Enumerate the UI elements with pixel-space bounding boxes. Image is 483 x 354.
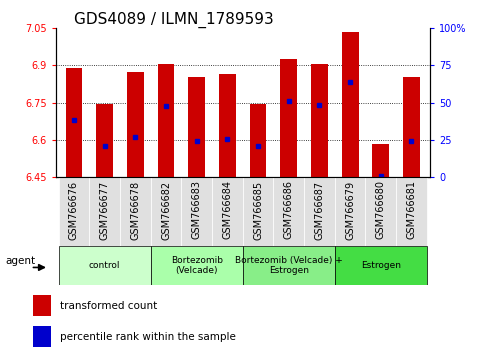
Bar — [58, 246, 151, 285]
Text: GSM766684: GSM766684 — [222, 181, 232, 239]
Text: GSM766677: GSM766677 — [99, 181, 110, 240]
Bar — [157, 64, 174, 177]
Text: GSM766682: GSM766682 — [161, 181, 171, 240]
Bar — [212, 177, 243, 246]
Bar — [58, 177, 89, 246]
Text: GSM766679: GSM766679 — [345, 181, 355, 240]
Bar — [335, 246, 427, 285]
Bar — [151, 177, 181, 246]
Bar — [280, 59, 297, 177]
Bar — [366, 177, 396, 246]
Text: GSM766678: GSM766678 — [130, 181, 141, 240]
Bar — [188, 77, 205, 177]
Bar — [33, 295, 51, 316]
Bar — [219, 74, 236, 177]
Text: Bortezomib (Velcade) +
Estrogen: Bortezomib (Velcade) + Estrogen — [235, 256, 342, 275]
Text: Estrogen: Estrogen — [361, 261, 401, 270]
Bar — [89, 177, 120, 246]
Text: GSM766687: GSM766687 — [314, 181, 325, 240]
Bar — [341, 32, 358, 177]
Text: percentile rank within the sample: percentile rank within the sample — [60, 332, 236, 342]
Bar — [127, 72, 144, 177]
Text: GSM766683: GSM766683 — [192, 181, 202, 239]
Text: agent: agent — [6, 256, 36, 266]
Text: GSM766686: GSM766686 — [284, 181, 294, 239]
Bar — [66, 68, 83, 177]
Bar — [96, 104, 113, 177]
Text: GSM766685: GSM766685 — [253, 181, 263, 240]
Text: GSM766680: GSM766680 — [376, 181, 386, 239]
Text: transformed count: transformed count — [60, 301, 157, 311]
Text: GSM766681: GSM766681 — [407, 181, 416, 239]
Bar — [396, 177, 427, 246]
Text: Bortezomib
(Velcade): Bortezomib (Velcade) — [170, 256, 223, 275]
Bar — [250, 104, 267, 177]
Bar — [372, 144, 389, 177]
Bar — [243, 246, 335, 285]
Bar — [120, 177, 151, 246]
Bar — [304, 177, 335, 246]
Bar — [243, 177, 273, 246]
Bar — [335, 177, 366, 246]
Bar — [33, 326, 51, 347]
Bar — [181, 177, 212, 246]
Bar — [311, 64, 328, 177]
Text: control: control — [89, 261, 120, 270]
Bar — [151, 246, 243, 285]
Text: GDS4089 / ILMN_1789593: GDS4089 / ILMN_1789593 — [74, 12, 274, 28]
Bar — [403, 77, 420, 177]
Text: GSM766676: GSM766676 — [69, 181, 79, 240]
Bar — [273, 177, 304, 246]
